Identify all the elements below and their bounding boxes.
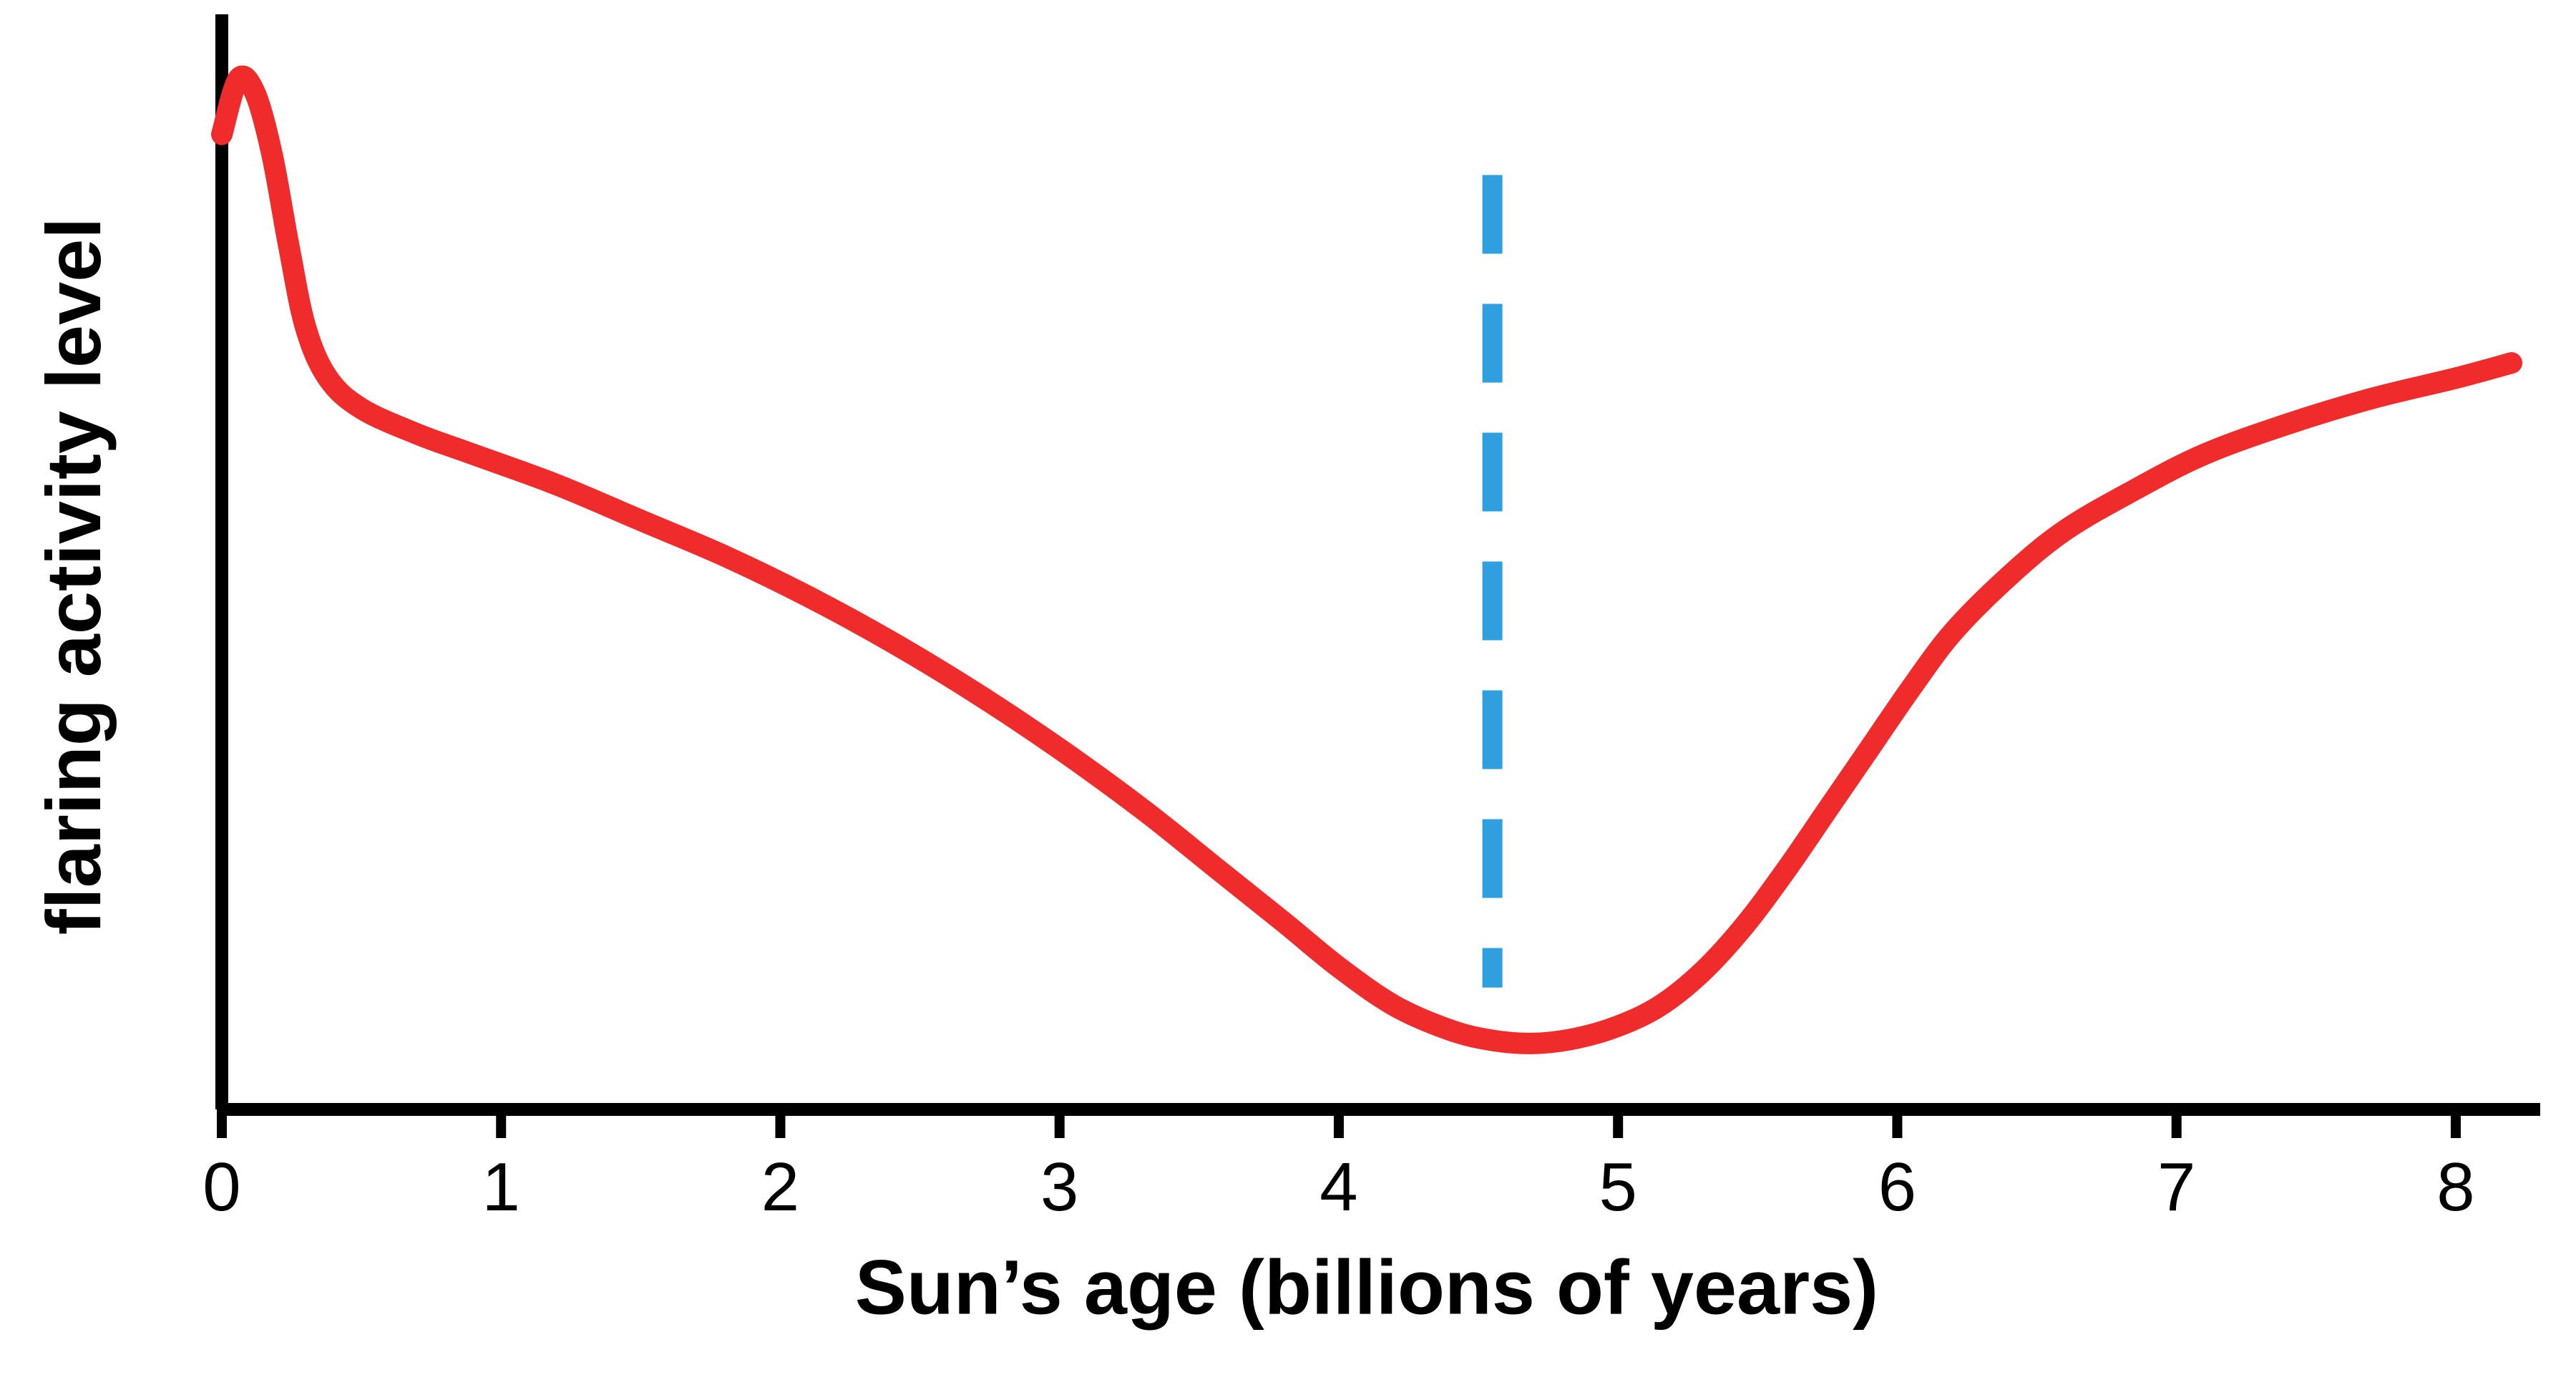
- x-tick-label: 5: [1599, 1149, 1637, 1225]
- x-tick-label: 7: [2157, 1149, 2195, 1225]
- x-tick-label: 6: [1878, 1149, 1916, 1225]
- y-axis-label: flaring activity level: [30, 218, 117, 935]
- x-tick-label: 1: [482, 1149, 520, 1225]
- x-axis-label: Sun’s age (billions of years): [855, 1243, 1878, 1330]
- x-tick-label: 3: [1040, 1149, 1078, 1225]
- flaring-activity-chart: 0 1 2 3 4 5 6 7 8 Sun’s age (billions of years) fl…: [0, 0, 2576, 1390]
- x-tick-label: 0: [203, 1149, 240, 1225]
- x-tick-label: 4: [1319, 1149, 1357, 1225]
- x-tick-label: 2: [761, 1149, 799, 1225]
- x-tick-label: 8: [2436, 1149, 2474, 1225]
- chart-container: 0 1 2 3 4 5 6 7 8 Sun’s age (billions of years) fl…: [0, 0, 2576, 1390]
